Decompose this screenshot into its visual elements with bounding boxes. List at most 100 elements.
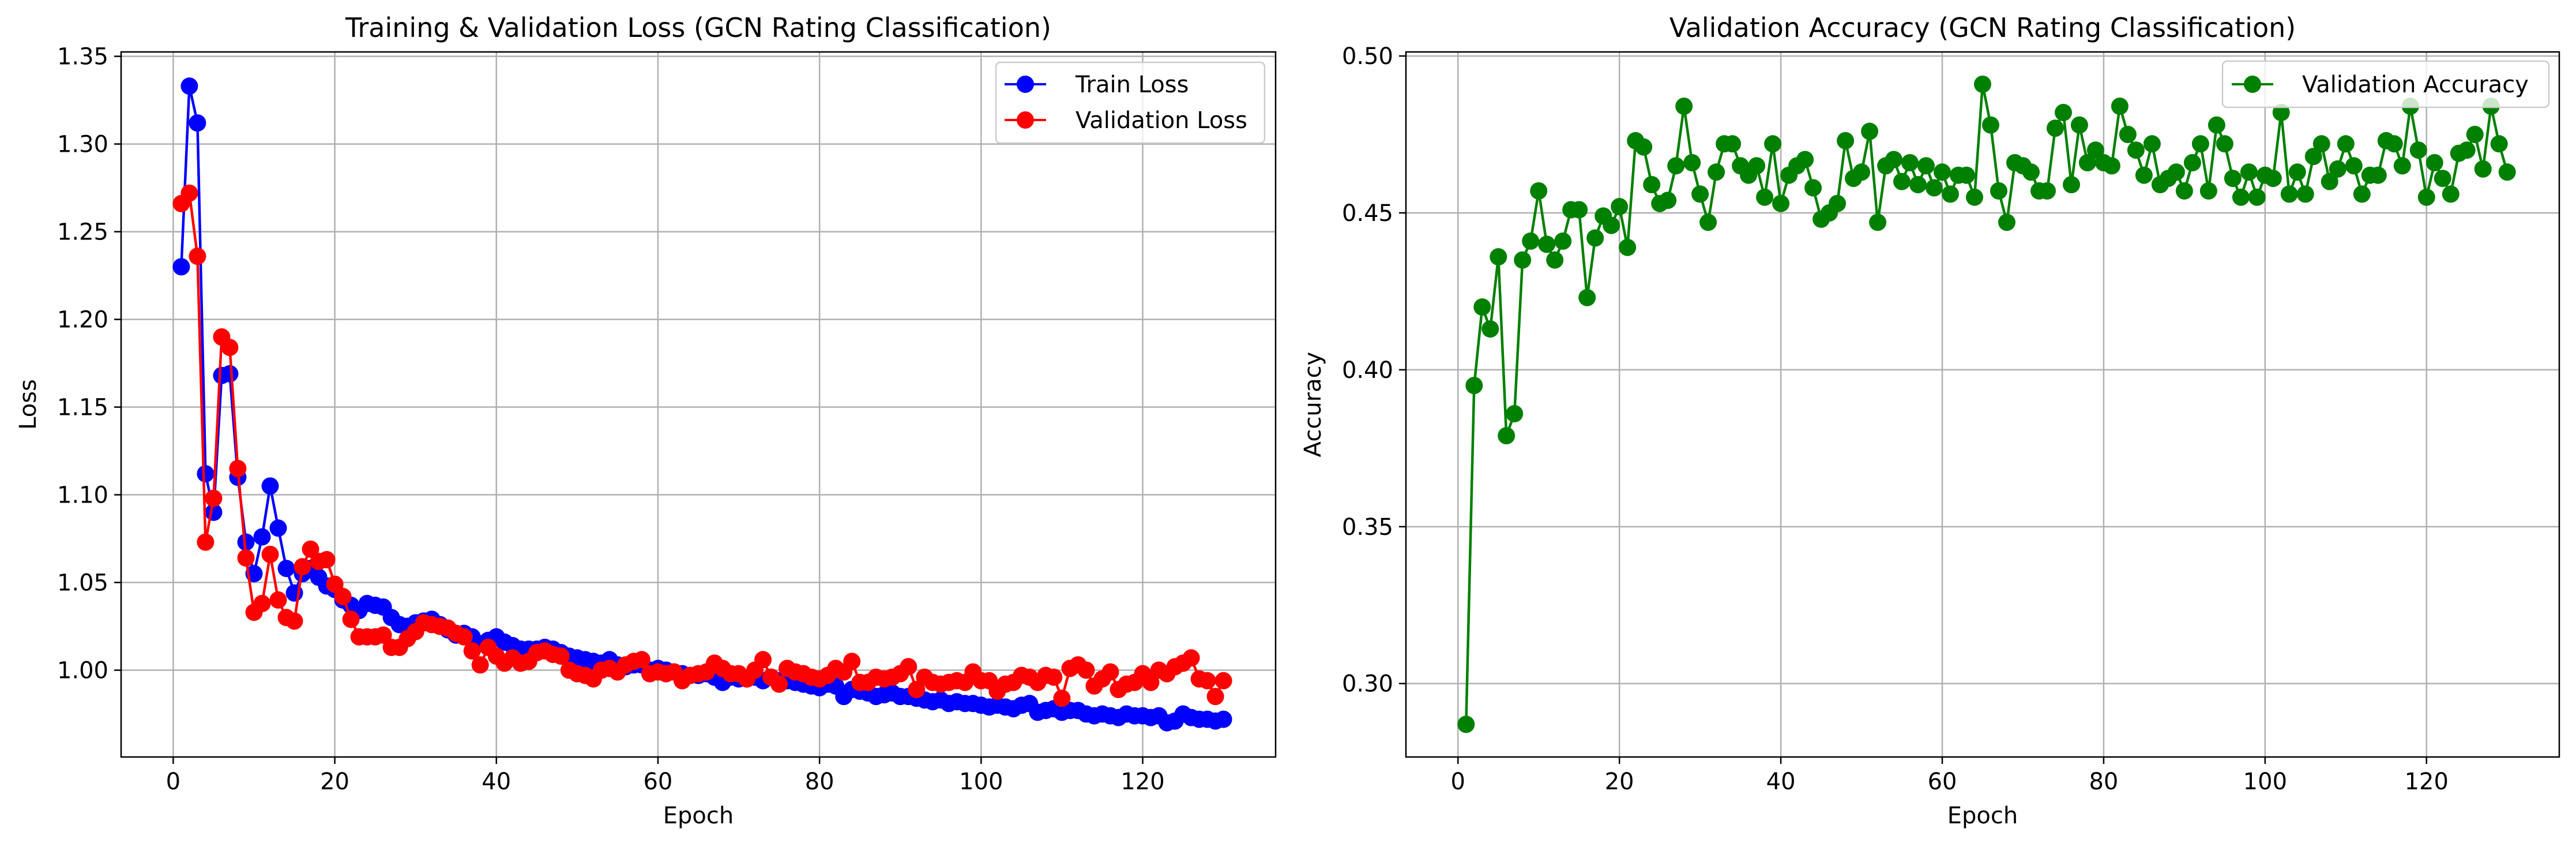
- data-point: [2191, 135, 2209, 153]
- data-point: [1198, 672, 1216, 689]
- accuracy-chart-legend: Validation Accuracy: [2221, 60, 2550, 108]
- data-point: [2466, 126, 2484, 143]
- accuracy-chart-xlabel: Epoch: [1947, 803, 2018, 829]
- data-point: [2240, 163, 2258, 181]
- x-tick-label: 80: [805, 769, 834, 795]
- data-point: [1538, 235, 1556, 253]
- data-point: [2183, 154, 2201, 171]
- data-point: [2216, 135, 2233, 153]
- data-point: [2248, 188, 2266, 206]
- x-tick-label: 120: [2405, 769, 2449, 795]
- data-point: [2039, 182, 2056, 200]
- data-point: [1465, 377, 1483, 395]
- y-tick-label: 1.15: [57, 395, 108, 421]
- data-point: [1683, 154, 1701, 171]
- x-tick-label: 80: [2089, 769, 2118, 795]
- data-point: [253, 595, 271, 612]
- data-point: [326, 575, 344, 593]
- y-tick-label: 1.30: [57, 132, 108, 158]
- data-point: [1901, 154, 1919, 171]
- data-point: [2199, 182, 2217, 200]
- data-point: [2119, 126, 2137, 143]
- data-point: [1142, 673, 1160, 691]
- accuracy-chart-frame: [1405, 51, 2560, 758]
- data-point: [1909, 176, 1927, 193]
- data-point: [1554, 232, 1572, 250]
- loss-chart-yticks: 1.00 1.05 1.10 1.15 1.20 1.25 1.30 1.35: [57, 44, 121, 684]
- data-point: [180, 77, 198, 95]
- data-point: [2409, 141, 2427, 159]
- y-tick-label: 0.50: [1342, 43, 1393, 70]
- data-point: [294, 558, 311, 576]
- data-point: [180, 184, 198, 202]
- data-point: [221, 365, 239, 383]
- data-point: [2280, 185, 2298, 203]
- data-point: [2232, 188, 2250, 206]
- data-point: [1917, 157, 1935, 175]
- x-tick-label: 20: [320, 769, 349, 795]
- data-point: [1570, 201, 1588, 219]
- data-point: [552, 647, 570, 665]
- data-point: [1481, 320, 1499, 338]
- data-point: [1829, 194, 1847, 212]
- data-point: [843, 653, 861, 670]
- data-point: [770, 675, 788, 693]
- data-point: [2272, 104, 2290, 121]
- data-point: [1659, 192, 1677, 209]
- y-tick-label: 1.35: [57, 44, 108, 70]
- data-point: [2086, 141, 2104, 159]
- data-point: [334, 587, 352, 605]
- data-point: [2111, 98, 2129, 115]
- data-point: [172, 258, 190, 276]
- y-tick-label: 0.45: [1342, 200, 1393, 227]
- data-point: [2353, 185, 2371, 203]
- data-point: [1101, 663, 1119, 681]
- series-validation-accuracy: [1457, 76, 2516, 733]
- data-point: [2393, 157, 2411, 175]
- data-point: [2304, 148, 2322, 166]
- data-point: [285, 612, 303, 630]
- data-point: [2296, 185, 2314, 203]
- data-point: [189, 114, 206, 132]
- data-point: [900, 658, 917, 676]
- x-tick-label: 120: [1120, 769, 1164, 795]
- data-point: [1724, 135, 1742, 153]
- data-point: [633, 651, 650, 669]
- data-point: [1522, 232, 1540, 250]
- data-point: [1498, 427, 1515, 445]
- data-point: [1506, 405, 1524, 422]
- data-point: [2143, 135, 2161, 153]
- data-point: [1974, 76, 1991, 93]
- data-point: [908, 681, 926, 698]
- data-point: [189, 248, 206, 265]
- acc-legend-box: [2221, 60, 2550, 108]
- data-point: [237, 533, 255, 551]
- data-point: [1586, 229, 1604, 247]
- data-point: [1893, 173, 1911, 190]
- data-point: [2345, 157, 2363, 175]
- data-point: [261, 545, 279, 563]
- data-point: [1837, 132, 1855, 149]
- accuracy-chart-series: [1457, 76, 2516, 733]
- data-point: [1804, 179, 1822, 197]
- accuracy-chart-title: Validation Accuracy (GCN Rating Classifi…: [1669, 12, 2296, 43]
- accuracy-chart-ylabel: Accuracy: [1300, 352, 1326, 458]
- data-point: [1926, 179, 1943, 197]
- data-point: [463, 642, 481, 660]
- data-point: [1861, 122, 1879, 140]
- y-tick-label: 0.30: [1342, 671, 1393, 698]
- data-point: [253, 528, 271, 546]
- data-point: [229, 460, 247, 477]
- data-point: [1691, 185, 1709, 203]
- y-tick-label: 0.40: [1342, 357, 1393, 384]
- data-point: [269, 519, 287, 537]
- y-tick-label: 1.25: [57, 219, 108, 246]
- data-point: [1206, 688, 1224, 706]
- data-point: [2022, 163, 2040, 181]
- data-point: [1998, 213, 2015, 231]
- data-point: [237, 549, 255, 567]
- data-point: [1546, 251, 1564, 269]
- data-point: [2434, 170, 2451, 188]
- y-tick-label: 1.10: [57, 482, 108, 509]
- x-tick-label: 60: [643, 769, 672, 795]
